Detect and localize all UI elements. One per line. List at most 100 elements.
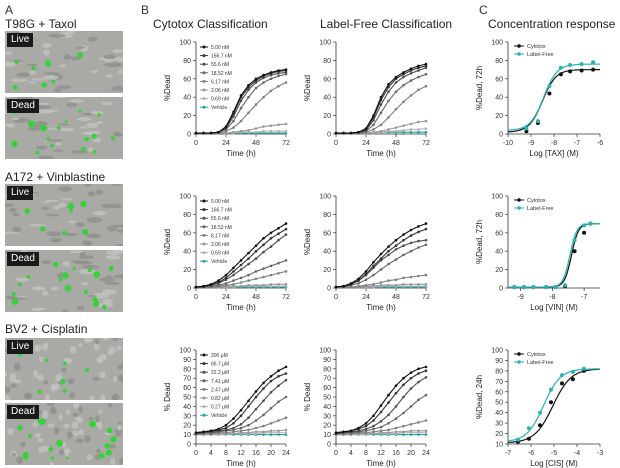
data-point [402,233,405,236]
row-title-vinblastine: A172 + Vinblastine [5,170,106,184]
data-point [254,395,258,399]
green-dead-cell [83,289,88,294]
green-dead-cell [24,208,31,214]
data-point [232,428,235,432]
data-point [247,416,250,420]
cell-shape [88,36,98,42]
cell-shape [33,369,39,378]
column-title-cytotox: Cytotox Classification [153,17,268,31]
y-axis-label: %Dead, 72h [475,220,484,264]
y-tick-label: 60 [323,76,331,83]
cell-shape [119,457,123,465]
cell-shape [41,445,50,452]
cell-shape [58,186,72,192]
cell-shape [28,70,37,75]
cell-shape [56,85,71,90]
data-point [247,279,250,282]
cell-shape [60,127,74,132]
data-point [284,283,288,286]
cell-shape [55,142,62,146]
x-tick-label: 0 [194,450,198,457]
green-dead-cell [80,200,87,208]
green-dead-cell [91,133,97,139]
cell-shape [46,403,55,407]
data-point [247,129,250,132]
data-point [379,103,383,106]
data-point [254,426,258,430]
cell-shape [47,127,58,130]
data-point [568,63,573,67]
green-dead-cell [50,144,54,148]
y-tick-label: 100 [491,194,503,201]
data-point [357,429,360,433]
data-point [224,125,228,128]
legend-marker [202,396,206,400]
x-tick-label: 12 [237,450,245,457]
data-point [232,126,235,129]
cell-shape [93,210,106,216]
green-dead-cell [65,456,69,460]
data-point [224,423,228,427]
micrograph-vinblastine-dead: Dead [5,250,123,312]
data-point [277,131,280,135]
x-axis-label: Time (h) [226,303,256,312]
data-point [232,110,235,114]
cell-shape [41,260,52,265]
cell-shape [31,287,40,290]
data-point [277,429,280,433]
data-point [402,283,405,286]
data-point [582,223,587,228]
x-tick-label: 4 [349,450,353,457]
data-point [563,283,568,288]
data-point [409,228,413,232]
data-point [269,379,273,383]
y-tick-label: 0 [187,442,191,449]
data-point [394,432,398,436]
cell-shape [117,424,122,431]
x-axis-label: Log [CIS] (M) [530,459,578,468]
data-point [254,130,258,134]
data-point [262,430,265,434]
cell-shape [100,394,106,400]
data-point [262,73,265,77]
cell-shape [71,421,79,429]
x-tick-label: 8 [224,450,228,457]
data-point [424,72,428,76]
legend-label: Label-Free [527,52,554,58]
data-point [402,71,405,74]
data-point [424,283,428,286]
green-dead-cell [98,453,105,459]
data-point [387,99,390,103]
cell-shape [16,295,27,298]
y-tick-label: 80 [323,366,331,373]
cell-shape [12,212,20,217]
legend-marker [202,97,206,101]
cell-shape [42,290,49,296]
cell-shape [102,298,114,304]
data-point [424,84,428,88]
cell-shape [28,81,37,84]
y-axis-label: %Dead [303,75,312,101]
data-point [269,77,273,81]
cell-shape [111,203,122,209]
data-point [334,431,338,435]
cell-shape [11,226,22,233]
data-point [424,238,428,242]
green-dead-cell [35,150,40,155]
data-point [247,423,250,427]
y-tick-label: 50 [183,395,191,402]
data-point [269,433,273,436]
green-dead-cell [89,420,96,428]
data-point [424,243,428,247]
x-tick-label: -8 [551,140,557,147]
cell-shape [43,343,49,348]
data-point [239,106,243,110]
data-point [357,130,360,134]
data-point [387,413,390,417]
legend-label: 0.69 nM [211,251,229,257]
cell-shape [103,54,116,60]
cell-shape [64,232,78,237]
cell-shape [41,111,51,114]
data-point [417,433,420,436]
